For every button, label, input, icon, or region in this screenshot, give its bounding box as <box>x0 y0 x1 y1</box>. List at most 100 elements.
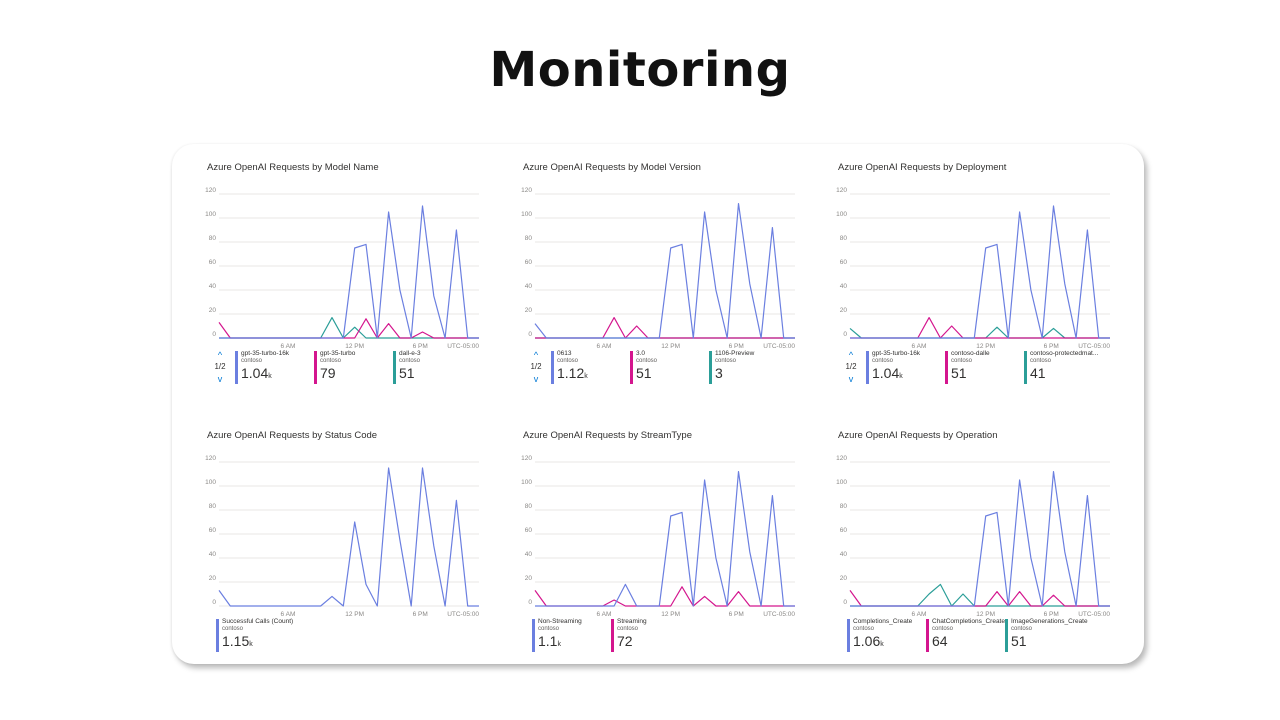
x-tick-label: 12 PM <box>976 343 995 350</box>
series-line-3-0[interactable] <box>535 317 795 339</box>
legend-total-number: 72 <box>617 633 633 649</box>
legend-item-streaming[interactable]: Streaming contoso 72 <box>611 618 647 654</box>
line-chart: 0 20 40 60 80 100 120 6 AM 12 PM 6 PM UTC-05:00 <box>205 187 479 350</box>
y-tick-label: 60 <box>525 259 533 266</box>
legend-item-3-0[interactable]: 3.0 contoso 51 <box>630 350 657 386</box>
legend-item-non-streaming[interactable]: Non-Streaming contoso 1.1k <box>532 618 582 654</box>
legend-item-0613[interactable]: 0613 contoso 1.12k <box>551 350 588 386</box>
y-tick-label: 80 <box>525 503 533 510</box>
legend-total-number: 1.15 <box>222 633 250 649</box>
legend-pager: ^ 1/2 v <box>528 350 544 386</box>
chart-deployment: Azure OpenAI Requests by Deployment 0 20 40… <box>836 162 1138 412</box>
legend-resource-name: contoso <box>222 626 244 632</box>
legend-total-value: 41 <box>1030 365 1098 385</box>
legend-resource-name: contoso <box>853 626 875 632</box>
legend-swatch <box>314 351 317 384</box>
legend-series-name: gpt-35-turbo-16k <box>872 350 921 357</box>
legend-total-value: 3 <box>715 365 754 385</box>
chevron-down-icon[interactable]: v <box>533 374 539 384</box>
legend-series-name: contoso-dalle <box>951 350 990 357</box>
legend-item-imagegenerations-create[interactable]: ImageGenerations_Create contoso 51 <box>1005 618 1088 654</box>
y-tick-label: 100 <box>521 479 532 486</box>
x-tick-label: 12 PM <box>661 343 680 350</box>
series-line-gpt-35-turbo-16k[interactable] <box>219 205 479 339</box>
legend-total-number: 3 <box>715 365 723 381</box>
legend-item-contoso-protectedmat[interactable]: contoso-protectedmat... contoso 41 <box>1024 350 1098 386</box>
y-tick-label: 20 <box>525 307 533 314</box>
page-title: Monitoring <box>489 42 791 98</box>
legend-total-value: 64 <box>932 633 1005 653</box>
legend-swatch <box>1024 351 1027 384</box>
legend-total-value: 1.15k <box>222 633 293 653</box>
y-tick-label: 40 <box>840 283 848 290</box>
legend-total-number: 1.12 <box>557 365 585 381</box>
series-line-gpt-35-turbo[interactable] <box>218 318 479 339</box>
chart-title: Azure OpenAI Requests by Operation <box>838 430 998 441</box>
y-tick-label: 0 <box>212 599 216 606</box>
x-tick-label: 6 PM <box>413 343 428 350</box>
legend-item-gpt-35-turbo[interactable]: gpt-35-turbo contoso 79 <box>314 350 355 386</box>
legend-total-value: 51 <box>1011 633 1088 653</box>
legend-item-contoso-dalle[interactable]: contoso-dalle contoso 51 <box>945 350 990 386</box>
legend-total-unit: k <box>557 641 561 648</box>
legend-item-gpt-35-turbo-16k[interactable]: gpt-35-turbo-16k contoso 1.04k <box>866 350 920 386</box>
series-line-contoso-dalle[interactable] <box>850 317 1110 339</box>
legend-total-unit: k <box>880 641 884 648</box>
legend-total-value: 1.12k <box>557 365 588 385</box>
chart-title: Azure OpenAI Requests by Deployment <box>838 162 1007 173</box>
y-tick-label: 0 <box>843 331 847 338</box>
legend-total-number: 51 <box>399 365 415 381</box>
legend-series-name: ImageGenerations_Create <box>1011 618 1088 625</box>
legend-swatch <box>866 351 869 384</box>
chevron-up-icon[interactable]: ^ <box>533 350 539 360</box>
x-tick-label: 12 PM <box>345 611 364 618</box>
legend-total-number: 41 <box>1030 365 1046 381</box>
legend-resource-name: contoso <box>1011 626 1033 632</box>
series-line-successful-calls-count[interactable] <box>218 467 479 607</box>
series-line-non-streaming[interactable] <box>535 470 795 607</box>
chevron-up-icon[interactable]: ^ <box>848 350 854 360</box>
legend-swatch <box>532 619 535 652</box>
legend-swatch <box>551 351 554 384</box>
y-tick-label: 60 <box>840 259 848 266</box>
legend-resource-name: contoso <box>617 626 639 632</box>
legend-series-name: gpt-35-turbo-16k <box>241 350 290 357</box>
y-tick-label: 120 <box>521 455 532 462</box>
line-chart: 0 20 40 60 80 100 120 6 AM 12 PM 6 PM UTC-05:00 <box>836 455 1110 618</box>
y-tick-label: 80 <box>209 503 217 510</box>
y-tick-label: 40 <box>209 283 217 290</box>
legend-item-completions-create[interactable]: Completions_Create contoso 1.06k <box>847 618 912 654</box>
chart-title: Azure OpenAI Requests by Model Name <box>207 162 379 173</box>
timezone-label: UTC-05:00 <box>1078 611 1110 618</box>
legend-series-name: 3.0 <box>636 350 646 357</box>
legend-total-number: 51 <box>951 365 967 381</box>
x-tick-label: 12 PM <box>345 343 364 350</box>
y-tick-label: 80 <box>840 503 848 510</box>
y-tick-label: 80 <box>840 235 848 242</box>
legend-item-dall-e-3[interactable]: dall-e-3 contoso 51 <box>393 350 421 386</box>
chart-status-code: Azure OpenAI Requests by Status Code 0 20 4… <box>205 430 507 680</box>
chevron-up-icon[interactable]: ^ <box>217 350 223 360</box>
legend-item-successful-calls-count[interactable]: Successful Calls (Count) contoso 1.15k <box>216 618 293 654</box>
chart-title: Azure OpenAI Requests by Status Code <box>207 430 378 441</box>
x-tick-label: 6 AM <box>597 611 612 618</box>
series-line-0613[interactable] <box>534 202 795 339</box>
legend-item-1106-preview[interactable]: 1106-Preview contoso 3 <box>709 350 754 386</box>
y-tick-label: 0 <box>528 599 532 606</box>
series-line-imagegenerations-create[interactable] <box>850 583 1110 607</box>
legend-item-gpt-35-turbo-16k[interactable]: gpt-35-turbo-16k contoso 1.04k <box>235 350 289 386</box>
legend-page-number: 1/2 <box>845 362 857 371</box>
series-line-chatcompletions-create[interactable] <box>849 590 1110 607</box>
chevron-down-icon[interactable]: v <box>848 374 854 384</box>
series-line-completions-create[interactable] <box>850 470 1110 607</box>
y-tick-label: 100 <box>205 479 216 486</box>
chevron-down-icon[interactable]: v <box>217 374 223 384</box>
series-line-gpt-35-turbo-16k[interactable] <box>850 205 1110 339</box>
y-tick-label: 120 <box>521 187 532 194</box>
legend-page-number: 1/2 <box>530 362 542 371</box>
series-line-contoso-protectedmat[interactable] <box>849 326 1110 339</box>
line-chart: 0 20 40 60 80 100 120 6 AM 12 PM 6 PM UTC-05:00 <box>521 455 795 618</box>
legend-item-chatcompletions-create[interactable]: ChatCompletions_Create contoso 64 <box>926 618 1005 654</box>
series-line-streaming[interactable] <box>534 586 795 607</box>
line-chart: 0 20 40 60 80 100 120 6 AM 12 PM 6 PM UTC-05:00 <box>836 187 1110 350</box>
